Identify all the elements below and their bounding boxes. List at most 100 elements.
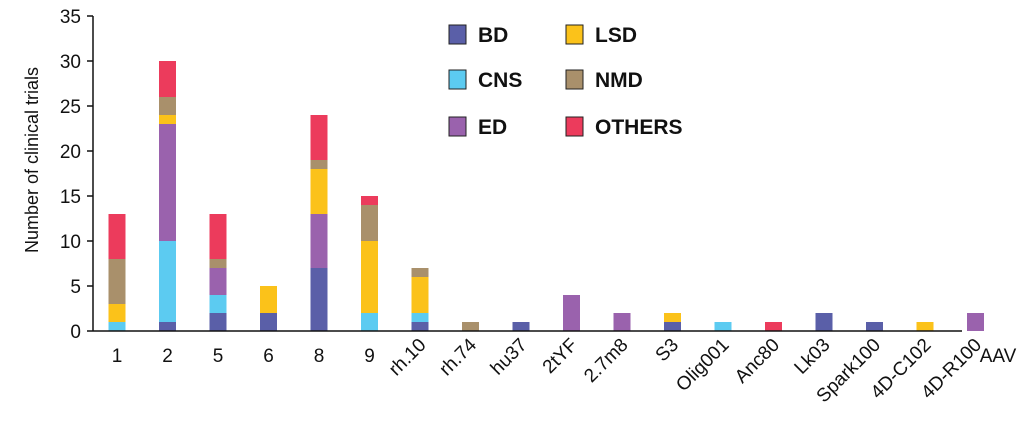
y-tick-label: 10	[60, 232, 81, 253]
y-tick-label: 15	[60, 187, 81, 208]
bar-segment-ed	[209, 268, 227, 295]
bar-stack-rh-10	[411, 268, 429, 331]
bar-segment-ed	[613, 313, 631, 331]
y-tick-label: 30	[60, 52, 81, 73]
legend-item-others: OTHERS	[565, 116, 683, 139]
bar-segment-bd	[159, 322, 176, 331]
bar-stack-1	[108, 214, 126, 331]
x-tick-label: 5	[213, 346, 224, 367]
bar-stack-spark100	[866, 322, 883, 331]
legend-item-nmd: NMD	[565, 69, 643, 92]
x-tick-label: 2.7m8	[580, 335, 632, 387]
x-tick-label: Anc80	[731, 335, 784, 388]
legend-label: LSD	[595, 24, 637, 47]
bar-stack-2tyf	[563, 295, 580, 331]
legend-label: ED	[478, 116, 507, 139]
legend-item-lsd: LSD	[565, 24, 637, 47]
y-tick-label: 0	[70, 322, 81, 343]
bar-stack-2	[159, 61, 176, 331]
bar-segment-bd	[209, 313, 227, 331]
y-tick-label: 25	[60, 97, 81, 118]
y-tick-label: 5	[70, 277, 81, 298]
bar-segment-cns	[209, 295, 227, 313]
legend-swatch	[448, 116, 467, 137]
bar-segment-lsd	[411, 277, 429, 313]
legend-label: BD	[478, 24, 508, 47]
bar-segment-cns	[361, 313, 378, 331]
bar-segment-ed	[563, 295, 580, 331]
bar-segment-others	[361, 196, 378, 205]
bar-stack-8	[310, 115, 328, 331]
bar-segment-ed	[967, 313, 984, 331]
y-axis-title: Number of clinical trials	[22, 67, 42, 253]
bar-stack-5	[209, 214, 227, 331]
legend-swatch	[565, 24, 584, 45]
legend-swatch	[565, 69, 584, 90]
bar-stack-9	[361, 196, 378, 331]
bar-segment-lsd	[916, 322, 934, 331]
x-tick-label: 9	[364, 346, 375, 367]
bar-segment-cns	[108, 322, 126, 331]
bar-segment-bd	[664, 322, 681, 331]
legend-label: OTHERS	[595, 116, 683, 139]
x-tick-label: 1	[112, 346, 123, 367]
bar-segment-ed	[159, 124, 176, 241]
bar-stack-6	[260, 286, 277, 331]
bar-segment-lsd	[260, 286, 277, 313]
bar-segment-cns	[159, 241, 176, 322]
x-tick-label: rh.74	[436, 334, 482, 380]
bar-segment-lsd	[159, 115, 176, 124]
y-tick-label: 20	[60, 142, 81, 163]
legend-swatch	[448, 69, 467, 90]
bar-segment-bd	[260, 313, 277, 331]
bars	[108, 61, 984, 331]
bar-stack-lk03	[815, 313, 833, 331]
bar-segment-others	[108, 214, 126, 259]
bar-segment-cns	[411, 313, 429, 322]
x-axis-title: AAV	[980, 346, 1017, 367]
legend-item-bd: BD	[448, 24, 508, 47]
bar-stack-anc80	[765, 322, 782, 331]
y-axis: 0 5 10 15 20 25 30 35	[60, 7, 94, 343]
bar-segment-bd	[815, 313, 833, 331]
legend-swatch	[565, 116, 584, 137]
x-tick-label: hu37	[487, 335, 532, 380]
legend-item-cns: CNS	[448, 69, 522, 92]
bar-segment-nmd	[159, 97, 176, 115]
bar-segment-cns	[714, 322, 732, 331]
bar-segment-others	[310, 115, 328, 160]
x-tick-label: 2	[162, 346, 173, 367]
bar-stack-rh-74	[462, 322, 479, 331]
legend-label: CNS	[478, 69, 522, 92]
legend-label: NMD	[595, 69, 643, 92]
x-tick-label: Lk03	[791, 335, 835, 379]
bar-segment-nmd	[462, 322, 479, 331]
y-tick-label: 35	[60, 7, 81, 28]
x-tick-label: 6	[263, 346, 274, 367]
bar-segment-nmd	[108, 259, 126, 304]
bar-stack-olig001	[714, 322, 732, 331]
bar-segment-nmd	[310, 160, 328, 169]
x-tick-label: 2tYF	[539, 335, 582, 378]
bar-segment-nmd	[361, 205, 378, 241]
bar-stack-4d-r100	[967, 313, 984, 331]
x-tick-label: Olig001	[672, 335, 733, 396]
bar-segment-lsd	[108, 304, 126, 322]
bar-stack-s3	[664, 313, 681, 331]
bar-segment-bd	[866, 322, 883, 331]
bar-segment-ed	[310, 214, 328, 268]
x-tick-label: 8	[314, 346, 325, 367]
bar-segment-bd	[411, 322, 429, 331]
bar-segment-others	[765, 322, 782, 331]
bar-segment-lsd	[310, 169, 328, 214]
bar-segment-nmd	[411, 268, 429, 277]
x-tick-label: rh.10	[385, 335, 430, 380]
legend: BD CNS ED LSD NMD OTHERS	[448, 24, 683, 139]
bar-segment-others	[209, 214, 227, 259]
bar-segment-bd	[512, 322, 530, 331]
bar-segment-lsd	[664, 313, 681, 322]
bar-segment-others	[159, 61, 176, 97]
legend-item-ed: ED	[448, 116, 507, 139]
